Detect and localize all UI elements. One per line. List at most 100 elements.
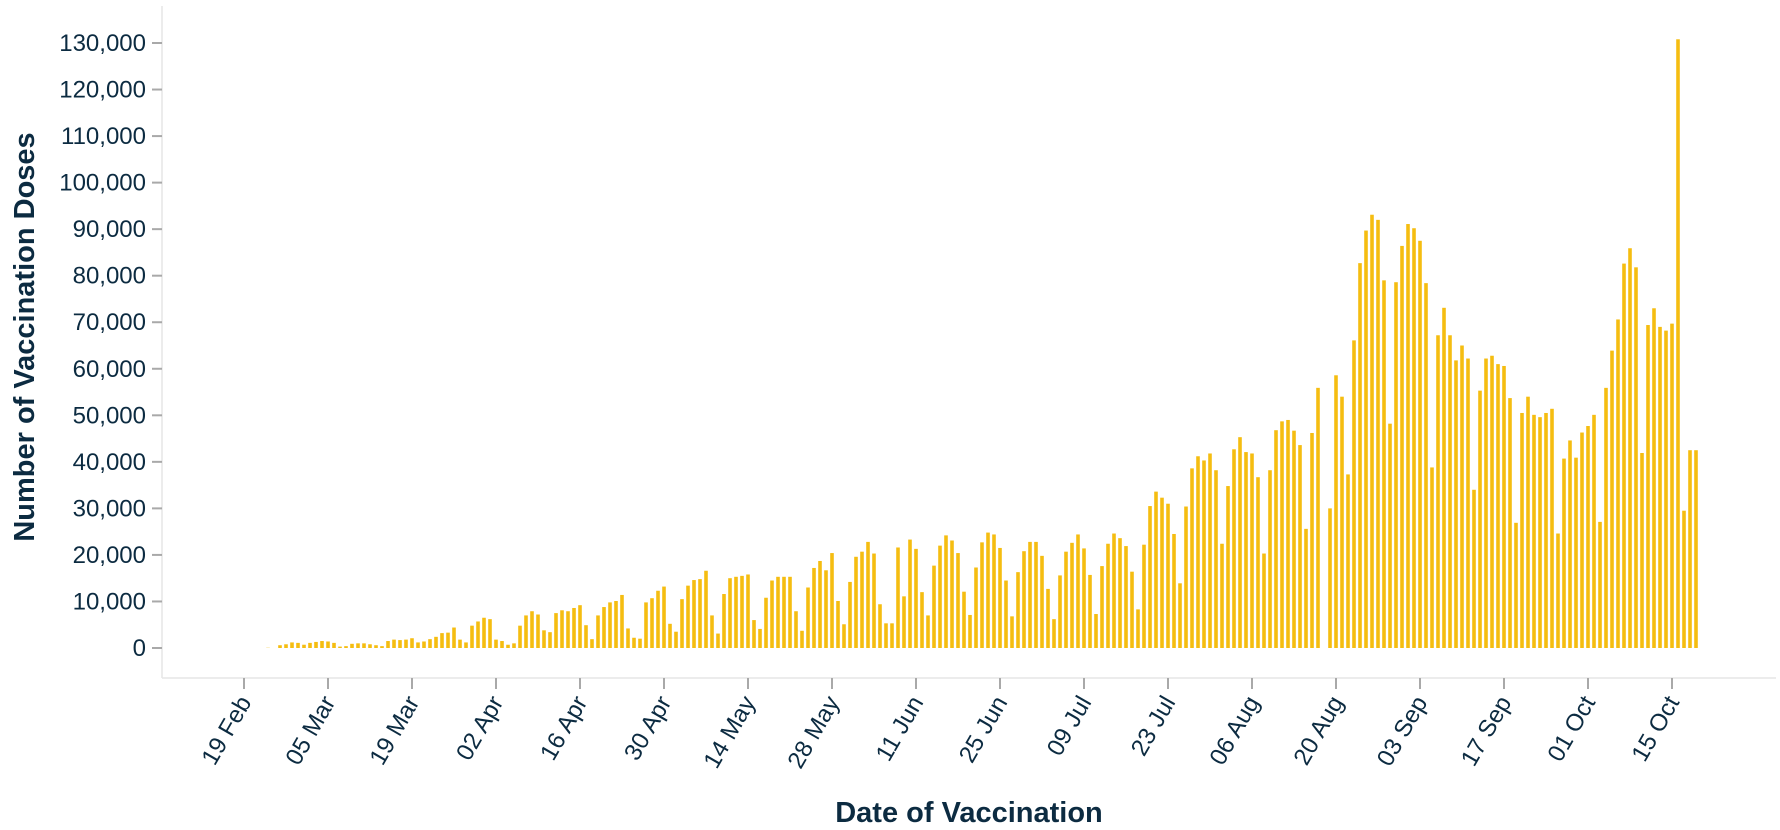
bar bbox=[1598, 521, 1602, 648]
bar bbox=[710, 615, 714, 648]
bar bbox=[1544, 412, 1548, 648]
bar bbox=[596, 615, 600, 648]
bar bbox=[326, 641, 330, 648]
bar bbox=[422, 641, 426, 648]
bar bbox=[962, 591, 966, 648]
bar bbox=[1436, 335, 1440, 648]
bar bbox=[1256, 477, 1260, 648]
bar bbox=[464, 642, 468, 648]
bar bbox=[386, 641, 390, 648]
bar bbox=[1676, 39, 1680, 648]
bar bbox=[854, 556, 858, 648]
bar bbox=[314, 641, 318, 648]
bar bbox=[584, 625, 588, 648]
bar bbox=[770, 580, 774, 648]
y-tick-label: 20,000 bbox=[73, 542, 146, 569]
bar bbox=[986, 532, 990, 648]
bar bbox=[1448, 335, 1452, 648]
bar bbox=[1340, 396, 1344, 648]
bar bbox=[1376, 219, 1380, 648]
bar bbox=[848, 581, 852, 648]
bar bbox=[704, 570, 708, 648]
bar bbox=[1184, 506, 1188, 648]
bar bbox=[1016, 572, 1020, 648]
bar bbox=[1046, 588, 1050, 648]
y-axis-title: Number of Vaccination Doses bbox=[9, 132, 41, 541]
bar bbox=[1616, 319, 1620, 648]
bar bbox=[626, 628, 630, 648]
y-tick-label: 70,000 bbox=[73, 309, 146, 336]
bar bbox=[380, 646, 384, 648]
bar bbox=[1574, 457, 1578, 648]
bar bbox=[1586, 426, 1590, 648]
bar bbox=[1004, 580, 1008, 648]
bar bbox=[1568, 440, 1572, 648]
bar bbox=[1388, 423, 1392, 648]
bar bbox=[656, 590, 660, 648]
bar bbox=[902, 596, 906, 648]
bar bbox=[290, 642, 294, 648]
bar bbox=[1088, 574, 1092, 648]
bar bbox=[344, 646, 348, 648]
bar bbox=[836, 601, 840, 648]
bar bbox=[878, 604, 882, 648]
bar bbox=[452, 627, 456, 648]
bar bbox=[368, 644, 372, 648]
bar bbox=[1352, 340, 1356, 648]
bar bbox=[698, 579, 702, 648]
bar bbox=[1562, 458, 1566, 648]
bar bbox=[1154, 491, 1158, 648]
bar bbox=[1538, 417, 1542, 648]
bar bbox=[1430, 467, 1434, 648]
bar bbox=[320, 641, 324, 648]
y-tick-label: 60,000 bbox=[73, 356, 146, 383]
bar bbox=[1634, 267, 1638, 648]
bar bbox=[542, 630, 546, 648]
bar bbox=[1478, 390, 1482, 648]
bar bbox=[1196, 456, 1200, 648]
bar bbox=[1424, 283, 1428, 648]
bar bbox=[1358, 263, 1362, 648]
bar bbox=[776, 576, 780, 648]
bar bbox=[860, 551, 864, 648]
bar bbox=[1550, 408, 1554, 648]
y-tick-label: 120,000 bbox=[59, 77, 146, 104]
bar bbox=[1136, 609, 1140, 648]
bar bbox=[500, 641, 504, 648]
bar bbox=[476, 621, 480, 648]
bar bbox=[1040, 555, 1044, 648]
bar bbox=[524, 615, 528, 648]
y-tick-label: 80,000 bbox=[73, 263, 146, 290]
bar bbox=[356, 643, 360, 648]
bar bbox=[1406, 224, 1410, 648]
bar bbox=[1118, 538, 1122, 648]
bar bbox=[1232, 449, 1236, 648]
bar bbox=[1058, 575, 1062, 648]
bar bbox=[1064, 551, 1068, 648]
bar bbox=[1316, 387, 1320, 648]
bar bbox=[938, 545, 942, 648]
bar bbox=[674, 631, 678, 648]
bar bbox=[1070, 542, 1074, 648]
bar bbox=[716, 633, 720, 648]
y-tick-label: 130,000 bbox=[59, 30, 146, 57]
bar bbox=[554, 613, 558, 648]
bar bbox=[908, 539, 912, 648]
bar bbox=[560, 610, 564, 648]
bar bbox=[1082, 548, 1086, 648]
bar bbox=[518, 625, 522, 648]
bar bbox=[608, 602, 612, 648]
bar bbox=[374, 645, 378, 648]
bar bbox=[1646, 325, 1650, 648]
bar bbox=[1610, 350, 1614, 648]
bar bbox=[482, 617, 486, 648]
bar bbox=[872, 553, 876, 648]
bar bbox=[1394, 282, 1398, 648]
bar bbox=[866, 541, 870, 648]
bar bbox=[1682, 510, 1686, 648]
bar bbox=[974, 567, 978, 648]
bar bbox=[812, 567, 816, 648]
bar bbox=[1094, 614, 1098, 648]
bar bbox=[1502, 365, 1506, 648]
